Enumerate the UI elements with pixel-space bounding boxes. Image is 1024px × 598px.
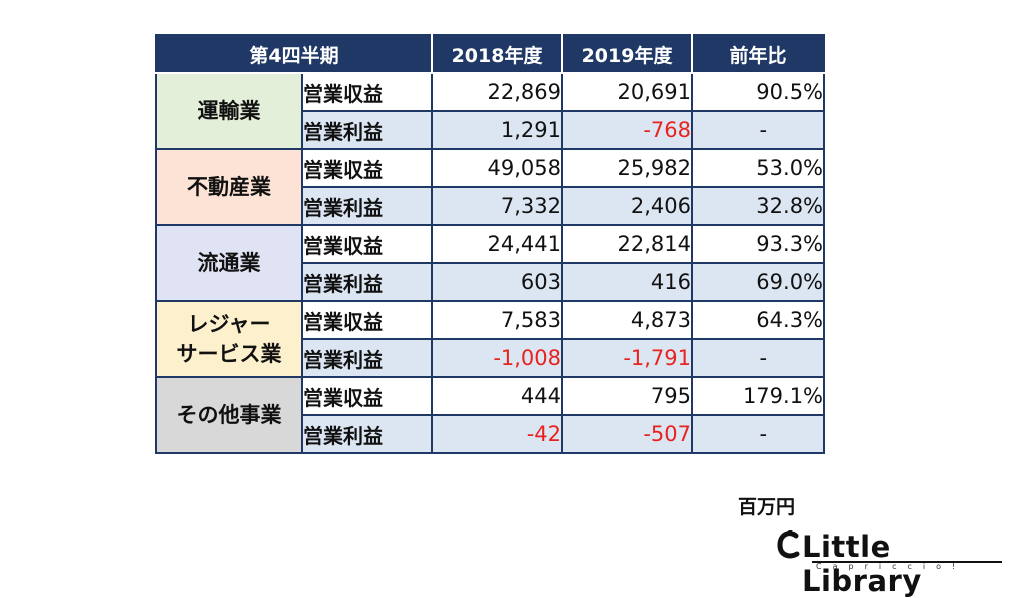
segment-name: 不動産業	[155, 148, 303, 226]
table-row: 流通業 営業収益 24,441 22,814 93.3%	[155, 224, 826, 302]
value-fy2018: -42	[431, 414, 564, 454]
table-row: 営業利益 7,332 2,406 32.8%	[156, 186, 826, 226]
value-yoy: 32.8%	[691, 186, 826, 226]
header-yoy: 前年比	[691, 34, 826, 74]
value-fy2019: 416	[561, 262, 694, 302]
value-fy2018: 49,058	[431, 148, 564, 188]
value-fy2019: 795	[561, 376, 694, 416]
value-fy2019: 22,814	[561, 224, 694, 264]
table-row: 運輸業 営業収益 22,869 20,691 90.5%	[155, 72, 826, 150]
table-header-row: 第4四半期 2018年度 2019年度 前年比	[154, 34, 826, 74]
metric-label: 営業利益	[300, 338, 434, 378]
logo-mark-icon	[777, 530, 800, 559]
value-fy2018: 444	[431, 376, 564, 416]
value-fy2018: 7,583	[431, 300, 564, 340]
metric-label: 営業利益	[300, 262, 434, 302]
value-fy2019: -1,791	[561, 338, 694, 378]
metric-label: 営業利益	[300, 186, 434, 226]
value-yoy: 64.3%	[691, 300, 826, 340]
value-fy2018: 603	[431, 262, 564, 302]
table-row: 営業利益 -42 -507-	[156, 414, 826, 454]
metric-label: 営業収益	[300, 300, 434, 340]
table-body: 運輸業 営業収益 22,869 20,691 90.5% 営業利益 1,291 -768- 不動…	[155, 72, 826, 454]
value-fy2018: 22,869	[431, 72, 564, 112]
value-fy2019: 25,982	[561, 148, 694, 188]
value-fy2018: 1,291	[431, 110, 564, 150]
segment-name: 流通業	[155, 224, 303, 302]
table-row: レジャー サービス業 営業収益 7,583 4,873 64.3%	[155, 300, 826, 378]
table-row: 営業利益 1,291 -768-	[156, 110, 826, 150]
value-yoy: 179.1%	[691, 376, 826, 416]
table-row: その他事業 営業収益 444 795 179.1%	[155, 376, 826, 454]
logo-underline	[812, 561, 1002, 563]
metric-label: 営業利益	[300, 414, 434, 454]
value-yoy: 69.0%	[691, 262, 826, 302]
header-fy2018: 2018年度	[431, 34, 564, 74]
segment-name: 運輸業	[155, 72, 303, 150]
header-fy2019: 2019年度	[561, 34, 694, 74]
value-yoy: 93.3%	[691, 224, 826, 264]
value-yoy: -	[691, 338, 826, 378]
value-yoy: -	[691, 110, 826, 150]
value-fy2019: 20,691	[561, 72, 694, 112]
value-fy2019: -768	[561, 110, 694, 150]
logo-subtext: Capriccio!	[816, 562, 967, 571]
value-fy2019: -507	[561, 414, 694, 454]
value-yoy: 90.5%	[691, 72, 826, 112]
value-fy2018: 24,441	[431, 224, 564, 264]
value-yoy: 53.0%	[691, 148, 826, 188]
segment-name: レジャー サービス業	[155, 300, 303, 378]
value-fy2018: -1,008	[431, 338, 564, 378]
value-yoy: -	[691, 414, 826, 454]
logo: Little Library Capriccio!	[776, 528, 1016, 598]
table-row: 営業利益 -1,008 -1,791-	[156, 338, 826, 378]
table-row: 不動産業 営業収益 49,058 25,982 53.0%	[155, 148, 826, 226]
segment-name: その他事業	[155, 376, 303, 454]
unit-label: 百万円	[738, 496, 796, 518]
header-period: 第4四半期	[154, 34, 434, 74]
metric-label: 営業収益	[300, 148, 434, 188]
metric-label: 営業収益	[300, 72, 434, 112]
value-fy2019: 4,873	[561, 300, 694, 340]
table-row: 営業利益 603 416 69.0%	[156, 262, 826, 302]
metric-label: 営業利益	[300, 110, 434, 150]
financial-table: 第4四半期 2018年度 2019年度 前年比 運輸業 営業収益 22,869 20,…	[154, 34, 826, 454]
value-fy2018: 7,332	[431, 186, 564, 226]
metric-label: 営業収益	[300, 224, 434, 264]
metric-label: 営業収益	[300, 376, 434, 416]
value-fy2019: 2,406	[561, 186, 694, 226]
